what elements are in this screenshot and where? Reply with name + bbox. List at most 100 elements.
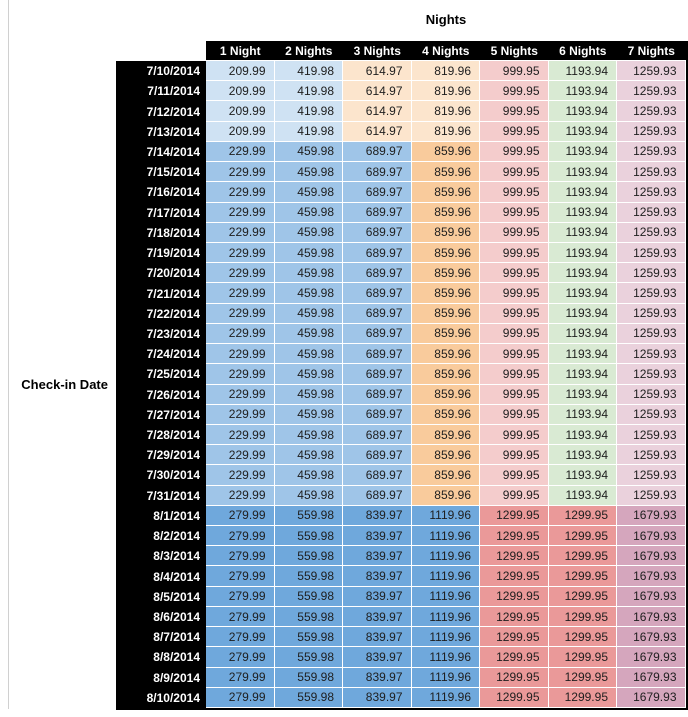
checkin-date-cell[interactable]: 7/15/2014 [116, 162, 206, 183]
price-cell[interactable]: 459.98 [274, 141, 343, 163]
price-cell[interactable]: 859.96 [411, 202, 480, 223]
checkin-date-cell[interactable]: 8/8/2014 [116, 647, 206, 668]
price-cell[interactable]: 1193.94 [548, 222, 617, 243]
price-cell[interactable]: 1299.95 [480, 566, 549, 587]
checkin-date-cell[interactable]: 8/1/2014 [116, 505, 206, 527]
checkin-date-cell[interactable]: 7/14/2014 [116, 141, 206, 163]
price-cell[interactable]: 1259.93 [617, 222, 686, 243]
price-cell[interactable]: 279.99 [206, 566, 275, 587]
price-cell[interactable]: 1259.93 [617, 141, 686, 163]
price-cell[interactable]: 819.96 [411, 61, 480, 82]
checkin-date-cell[interactable]: 7/23/2014 [116, 323, 206, 345]
price-cell[interactable]: 559.98 [274, 546, 343, 567]
price-cell[interactable]: 1299.95 [480, 586, 549, 607]
price-cell[interactable]: 209.99 [206, 61, 275, 82]
price-cell[interactable]: 1679.93 [617, 546, 686, 567]
price-cell[interactable]: 859.96 [411, 263, 480, 284]
price-cell[interactable]: 1193.94 [548, 465, 617, 486]
price-cell[interactable]: 1299.95 [548, 505, 617, 527]
price-cell[interactable]: 1193.94 [548, 323, 617, 345]
price-cell[interactable]: 1299.95 [548, 687, 617, 708]
price-cell[interactable]: 689.97 [343, 323, 412, 345]
price-cell[interactable]: 1299.95 [548, 606, 617, 628]
price-cell[interactable]: 279.99 [206, 526, 275, 547]
price-cell[interactable]: 999.95 [480, 81, 549, 102]
checkin-date-cell[interactable]: 7/20/2014 [116, 263, 206, 284]
price-cell[interactable]: 689.97 [343, 445, 412, 466]
price-cell[interactable]: 689.97 [343, 202, 412, 223]
price-cell[interactable]: 279.99 [206, 546, 275, 567]
price-cell[interactable]: 839.97 [343, 526, 412, 547]
checkin-date-cell[interactable]: 7/18/2014 [116, 222, 206, 243]
price-cell[interactable]: 689.97 [343, 283, 412, 304]
price-cell[interactable]: 1119.96 [411, 566, 480, 587]
price-cell[interactable]: 999.95 [480, 121, 549, 142]
price-cell[interactable]: 1299.95 [548, 546, 617, 567]
price-cell[interactable]: 459.98 [274, 404, 343, 425]
price-cell[interactable]: 559.98 [274, 647, 343, 668]
price-cell[interactable]: 1119.96 [411, 586, 480, 607]
price-cell[interactable]: 1679.93 [617, 687, 686, 708]
price-cell[interactable]: 459.98 [274, 303, 343, 324]
price-cell[interactable]: 999.95 [480, 182, 549, 203]
price-cell[interactable]: 229.99 [206, 344, 275, 365]
price-cell[interactable]: 689.97 [343, 424, 412, 446]
checkin-date-cell[interactable]: 8/9/2014 [116, 667, 206, 688]
price-cell[interactable]: 559.98 [274, 667, 343, 688]
price-cell[interactable]: 859.96 [411, 424, 480, 446]
column-header-cell[interactable]: 1 Night [206, 41, 275, 61]
price-cell[interactable]: 459.98 [274, 364, 343, 385]
price-cell[interactable]: 229.99 [206, 445, 275, 466]
price-cell[interactable]: 689.97 [343, 263, 412, 284]
price-cell[interactable]: 999.95 [480, 222, 549, 243]
price-cell[interactable]: 689.97 [343, 242, 412, 264]
price-cell[interactable]: 419.98 [274, 61, 343, 82]
price-cell[interactable]: 1259.93 [617, 424, 686, 446]
checkin-date-cell[interactable]: 7/24/2014 [116, 344, 206, 365]
price-cell[interactable]: 459.98 [274, 222, 343, 243]
price-cell[interactable]: 459.98 [274, 242, 343, 264]
price-cell[interactable]: 1193.94 [548, 303, 617, 324]
price-cell[interactable]: 1679.93 [617, 526, 686, 547]
price-cell[interactable]: 1193.94 [548, 384, 617, 405]
price-cell[interactable]: 1299.95 [548, 526, 617, 547]
price-cell[interactable]: 459.98 [274, 162, 343, 183]
price-cell[interactable]: 1259.93 [617, 445, 686, 466]
price-cell[interactable]: 1193.94 [548, 61, 617, 82]
price-cell[interactable]: 279.99 [206, 667, 275, 688]
price-cell[interactable]: 1679.93 [617, 505, 686, 527]
price-cell[interactable]: 279.99 [206, 505, 275, 527]
price-cell[interactable]: 1259.93 [617, 323, 686, 345]
checkin-date-cell[interactable]: 7/27/2014 [116, 404, 206, 425]
price-cell[interactable]: 819.96 [411, 81, 480, 102]
price-cell[interactable]: 1259.93 [617, 101, 686, 122]
checkin-date-cell[interactable]: 8/3/2014 [116, 546, 206, 567]
price-cell[interactable]: 279.99 [206, 647, 275, 668]
price-cell[interactable]: 839.97 [343, 606, 412, 628]
price-cell[interactable]: 689.97 [343, 485, 412, 506]
price-cell[interactable]: 559.98 [274, 526, 343, 547]
price-cell[interactable]: 1259.93 [617, 404, 686, 425]
price-cell[interactable]: 999.95 [480, 263, 549, 284]
price-cell[interactable]: 459.98 [274, 283, 343, 304]
price-cell[interactable]: 999.95 [480, 303, 549, 324]
price-cell[interactable]: 859.96 [411, 465, 480, 486]
price-cell[interactable]: 999.95 [480, 141, 549, 163]
checkin-date-cell[interactable]: 7/25/2014 [116, 364, 206, 385]
price-cell[interactable]: 1193.94 [548, 344, 617, 365]
price-cell[interactable]: 1193.94 [548, 182, 617, 203]
price-cell[interactable]: 229.99 [206, 424, 275, 446]
price-cell[interactable]: 999.95 [480, 384, 549, 405]
price-cell[interactable]: 1299.95 [548, 586, 617, 607]
price-cell[interactable]: 859.96 [411, 303, 480, 324]
price-cell[interactable]: 614.97 [343, 121, 412, 142]
price-cell[interactable]: 839.97 [343, 667, 412, 688]
price-cell[interactable]: 1259.93 [617, 61, 686, 82]
price-cell[interactable]: 859.96 [411, 182, 480, 203]
checkin-date-cell[interactable]: 8/5/2014 [116, 586, 206, 607]
price-cell[interactable]: 614.97 [343, 101, 412, 122]
price-cell[interactable]: 1193.94 [548, 485, 617, 506]
checkin-date-cell[interactable]: 7/13/2014 [116, 121, 206, 142]
price-cell[interactable]: 419.98 [274, 101, 343, 122]
price-cell[interactable]: 459.98 [274, 485, 343, 506]
